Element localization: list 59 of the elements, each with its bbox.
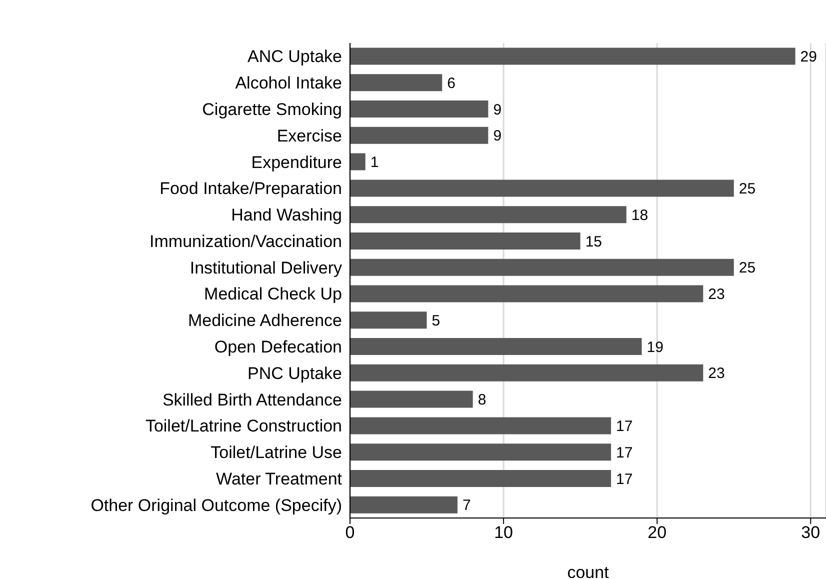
data-label: 18	[631, 206, 648, 224]
bar	[350, 338, 642, 356]
data-label: 19	[646, 338, 664, 356]
data-label: 23	[708, 365, 725, 382]
bar	[350, 390, 473, 408]
data-label: 25	[738, 180, 756, 198]
data-label: 17	[616, 444, 633, 462]
y-tick-label: Expenditure	[251, 152, 342, 172]
y-tick-label: Hand Washing	[231, 206, 342, 225]
bar	[350, 206, 626, 224]
data-label: 9	[493, 128, 502, 145]
y-tick-label: Immunization/Vaccination	[150, 232, 342, 251]
bar	[350, 100, 488, 118]
x-tick-label: 10	[494, 523, 514, 542]
data-label: 15	[585, 233, 602, 250]
y-tick-label: ANC Uptake	[248, 47, 342, 66]
y-tick-label: Other Original Outcome (Specify)	[90, 496, 342, 515]
data-label: 1	[370, 154, 379, 172]
y-tick-label: Institutional Delivery	[190, 258, 342, 278]
data-label: 29	[800, 48, 817, 66]
y-tick-label: PNC Uptake	[248, 364, 342, 383]
data-label: 5	[432, 312, 440, 330]
y-tick-label: Medical Check Up	[204, 284, 342, 304]
data-label: 8	[478, 392, 486, 409]
data-label: 17	[616, 418, 633, 436]
x-tick-label: 30	[801, 523, 820, 542]
y-tick-label: Toilet/Latrine Use	[210, 443, 342, 462]
bar	[350, 364, 704, 382]
bar	[350, 74, 442, 92]
y-tick-label: Water Treatment	[216, 469, 342, 488]
y-tick-label: Food Intake/Preparation	[160, 179, 342, 198]
data-label: 7	[462, 497, 471, 514]
bar	[350, 126, 488, 144]
data-label: 9	[493, 101, 502, 118]
bar	[350, 496, 458, 514]
bar	[350, 312, 427, 329]
bar	[350, 417, 612, 434]
y-tick-label: Toilet/Latrine Construction	[145, 416, 342, 436]
y-tick-label: Skilled Birth Attendance	[162, 390, 342, 410]
bar	[350, 470, 612, 487]
data-label: 6	[447, 74, 456, 92]
bar	[350, 180, 734, 197]
data-label: 17	[616, 470, 633, 488]
data-label: 25	[738, 260, 756, 277]
y-tick-label: Medicine Adherence	[188, 311, 342, 330]
y-tick-label: Alcohol Intake	[235, 74, 342, 93]
bar	[350, 258, 734, 276]
x-axis-title: count	[567, 563, 610, 579]
y-tick-label: Cigarette Smoking	[202, 100, 342, 120]
data-label: 23	[708, 286, 725, 304]
bar	[350, 48, 796, 65]
bar	[350, 153, 366, 170]
y-tick-label: Open Defecation	[214, 338, 342, 357]
bar	[350, 444, 612, 461]
bar	[350, 285, 704, 302]
bar	[350, 232, 580, 250]
x-tick-label: 0	[345, 523, 355, 542]
x-tick-label: 20	[648, 523, 667, 542]
y-tick-label: Exercise	[276, 126, 342, 146]
